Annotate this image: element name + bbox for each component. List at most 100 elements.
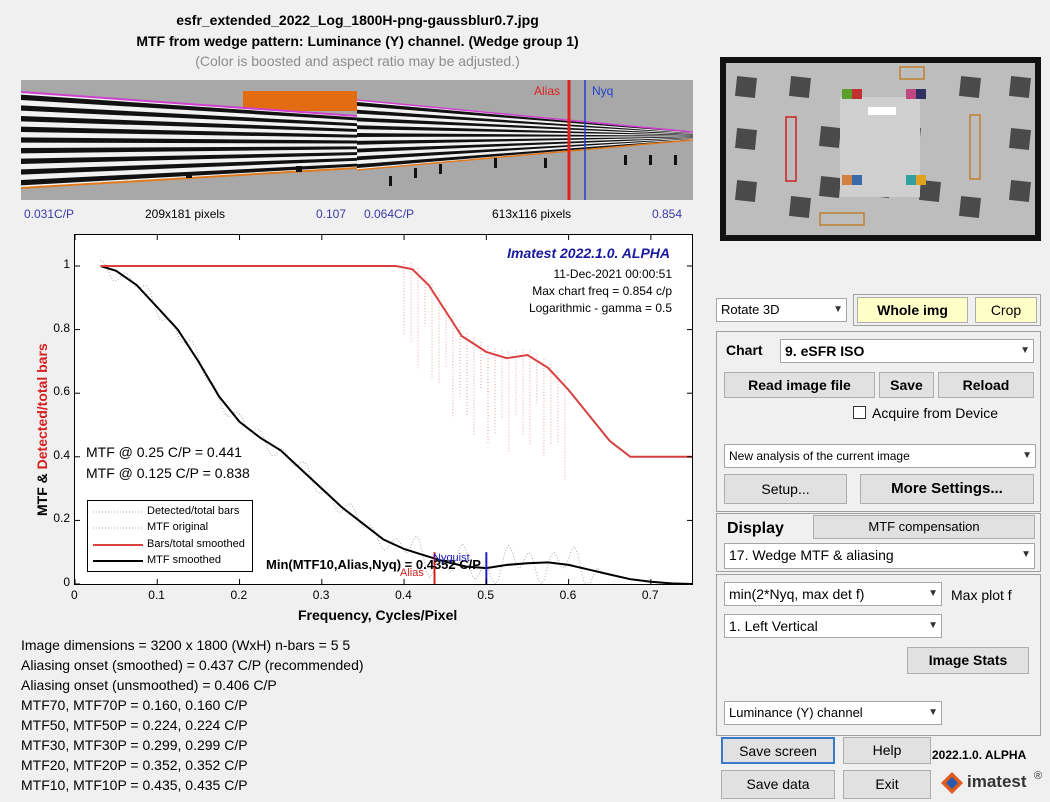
y-tick-label: 0.2 [53, 511, 70, 526]
x-tick-label: 0.5 [477, 588, 495, 602]
max-plot-label: Max plot f [951, 587, 1012, 603]
wedge-left-graphic [21, 80, 357, 200]
y-tick-label: 1 [63, 257, 70, 271]
right-strip-size: 613x116 pixels [492, 207, 572, 221]
wedge-bar [357, 137, 693, 153]
x-tick-label: 0.4 [395, 588, 412, 602]
read-image-button[interactable]: Read image file [724, 372, 875, 398]
display-label: Display [727, 520, 784, 537]
x-tick-label: 0.3 [312, 588, 330, 602]
series-line-mtf-smoothed [100, 265, 693, 585]
wedge-bar [21, 116, 357, 132]
plot-freq-value: min(2*Nyq, max det f) [729, 586, 865, 602]
version-label: 2022.1.0. ALPHA [932, 748, 1027, 762]
legend-mtf-original: MTF original [147, 521, 209, 533]
whole-img-button[interactable]: Whole img [857, 297, 968, 323]
analysis-select[interactable]: New analysis of the current image ▼ [724, 444, 1036, 468]
rotate-select[interactable]: Rotate 3D ▼ [716, 298, 847, 322]
y-axis-label-bars: Detected/total bars [34, 343, 50, 470]
slanted-edge-square [735, 128, 757, 150]
right-strip-low-freq: 0.064C/P [364, 207, 415, 221]
stat-mtf30: MTF30, MTF30P = 0.299, 0.299 C/P [21, 737, 248, 753]
esfr-chart-image [726, 63, 1035, 235]
plot-date: 11-Dec-2021 00:00:51 [553, 267, 672, 281]
stat-mtf20: MTF20, MTF20P = 0.352, 0.352 C/P [21, 757, 248, 773]
wedge-strip-right: Alias Nyq [357, 80, 693, 200]
wedge-bar [21, 152, 357, 164]
image-stats-button[interactable]: Image Stats [907, 647, 1029, 674]
plot-freq-select[interactable]: min(2*Nyq, max det f) ▼ [724, 582, 942, 606]
chart-thumbnail[interactable] [720, 57, 1041, 241]
x-tick-label: 0.1 [148, 588, 165, 602]
slanted-edge-square [789, 196, 811, 218]
slanted-edge-square [819, 176, 841, 198]
min-mtf-label: Min(MTF10,Alias,Nyq) = 0.4352 C/P [266, 557, 481, 572]
registered-mark-icon: ® [1034, 770, 1043, 782]
x-axis-label: Frequency, Cycles/Pixel [298, 607, 458, 623]
slanted-edge-square [959, 196, 981, 218]
help-button[interactable]: Help [843, 737, 931, 764]
crop-button[interactable]: Crop [975, 297, 1037, 323]
chevron-down-icon: ▼ [928, 707, 938, 718]
chevron-down-icon: ▼ [928, 620, 938, 631]
left-strip-high-freq: 0.107 [316, 207, 347, 221]
imatest-logo-icon [940, 771, 964, 795]
series-line-bars-smoothed [100, 265, 692, 458]
more-settings-button[interactable]: More Settings... [860, 474, 1034, 504]
wedge-bar [21, 105, 357, 127]
acquire-checkbox[interactable] [853, 406, 866, 419]
view-toggle-group [853, 294, 1041, 326]
color-note: (Color is boosted and aspect ratio may b… [195, 53, 520, 69]
wedge-bar [21, 137, 357, 144]
brand-label: Imatest 2022.1.0. ALPHA [507, 245, 670, 261]
legend-swatches [93, 511, 143, 562]
wedge-bar [357, 125, 693, 136]
x-tick-label: 0.7 [641, 588, 659, 602]
y-tick-label: 0 [63, 575, 70, 589]
legend-mtf-smoothed: MTF smoothed [147, 554, 221, 566]
mtf-plot-area: Imatest 2022.1.0. ALPHA 11-Dec-2021 00:0… [74, 234, 693, 585]
mtf-compensation-button[interactable]: MTF compensation [813, 515, 1035, 539]
wedge-right-graphic [357, 80, 693, 200]
channel-select[interactable]: Luminance (Y) channel ▼ [724, 701, 942, 725]
wedge-strip-left [21, 80, 357, 200]
slanted-edge-square [919, 180, 941, 202]
y-tick-label: 0.6 [53, 384, 70, 399]
image-filename: esfr_extended_2022_Log_1800H-png-gaussbl… [176, 12, 539, 28]
y-tick-label: 0.8 [53, 320, 70, 335]
wedge-bar [357, 139, 693, 169]
wedge-bar [21, 157, 357, 175]
chart-select[interactable]: 9. eSFR ISO ▼ [780, 339, 1034, 363]
left-strip-low-freq: 0.031C/P [24, 207, 75, 221]
scale-info: Logarithmic - gamma = 0.5 [528, 301, 672, 315]
max-chart-freq: Max chart freq = 0.854 c/p [532, 284, 672, 298]
channel-select-value: Luminance (Y) channel [729, 705, 863, 720]
mtf-original-line [100, 260, 602, 585]
slanted-edge-square [789, 76, 811, 98]
setup-button[interactable]: Setup... [724, 474, 847, 504]
legend-bars-smoothed: Bars/total smoothed [147, 538, 245, 550]
mtf-at-0125: MTF @ 0.125 C/P = 0.838 [86, 465, 250, 481]
slanted-edge-square [735, 180, 757, 202]
wedge-bar [357, 109, 693, 134]
chevron-down-icon: ▼ [1022, 450, 1032, 461]
nyquist-marker-label: Nyquist [433, 552, 470, 564]
right-strip-high-freq: 0.854 [652, 207, 683, 221]
slanted-edge-square [1009, 128, 1031, 150]
save-screen-button[interactable]: Save screen [721, 737, 835, 764]
save-button[interactable]: Save [879, 372, 934, 398]
stat-mtf50: MTF50, MTF50P = 0.224, 0.224 C/P [21, 717, 248, 733]
alias-marker-label: Alias [400, 567, 424, 579]
display-select[interactable]: 17. Wedge MTF & aliasing ▼ [724, 543, 1035, 569]
wedge-select[interactable]: 1. Left Vertical ▼ [724, 614, 942, 638]
exit-button[interactable]: Exit [843, 770, 931, 799]
wedge-bar [357, 133, 693, 137]
mtf-at-025: MTF @ 0.25 C/P = 0.441 [86, 444, 242, 460]
reload-button[interactable]: Reload [938, 372, 1034, 398]
stat-image-dims: Image dimensions = 3200 x 1800 (WxH) n-b… [21, 637, 351, 653]
chevron-down-icon: ▼ [1020, 345, 1030, 356]
legend-detected: Detected/total bars [147, 505, 240, 517]
slanted-edge-square [959, 76, 981, 98]
slanted-edge-square [735, 76, 757, 98]
save-data-button[interactable]: Save data [721, 770, 835, 799]
